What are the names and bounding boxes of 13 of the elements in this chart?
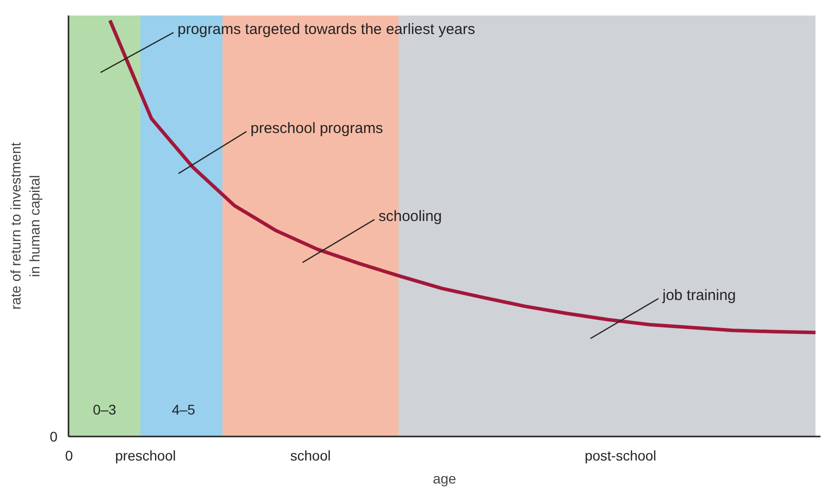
- text: post-school: [584, 448, 656, 464]
- annotation: 0–3: [92, 402, 116, 418]
- annotation: programs targeted towards the earliest years: [178, 21, 476, 38]
- text: 0: [50, 428, 58, 444]
- text: 0: [65, 448, 74, 464]
- annotation: 4–5: [172, 402, 196, 418]
- text: school: [290, 448, 331, 464]
- x-axis-title: age: [432, 470, 456, 486]
- annotation: schooling: [378, 208, 442, 225]
- text: preschool: [115, 448, 176, 464]
- y-axis-title: rate of return to investment in human capital: [8, 142, 43, 310]
- annotation: job training: [662, 287, 736, 304]
- annotation: preschool programs: [250, 120, 384, 137]
